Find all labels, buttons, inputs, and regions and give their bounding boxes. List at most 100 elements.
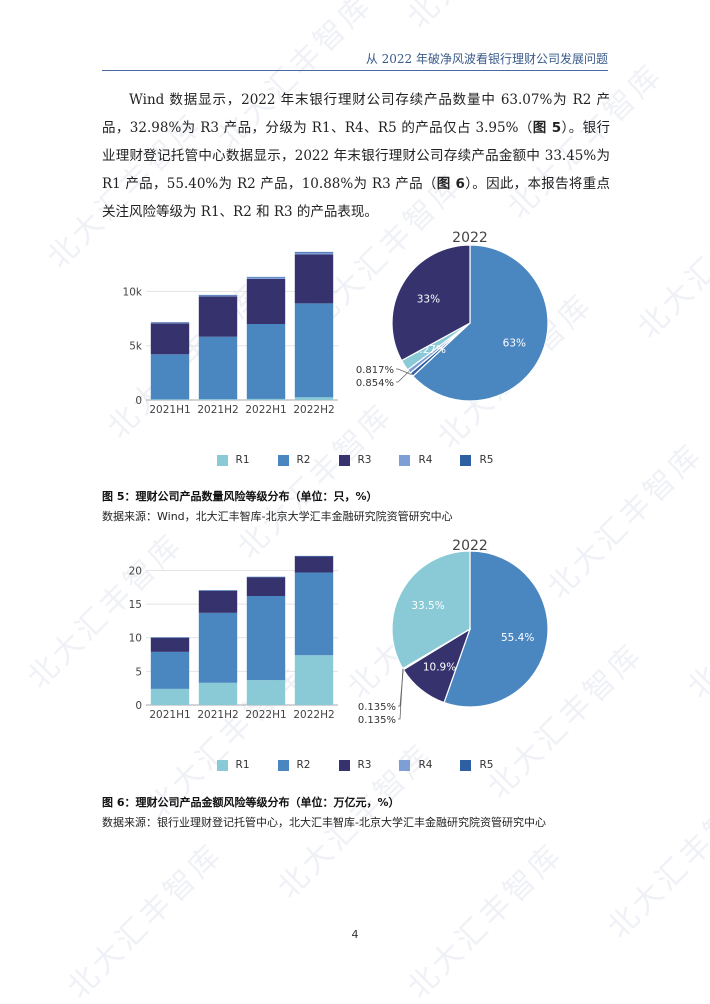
- paragraph-part-3: ）。因此，本报告将重点关注风险等级为 R1、R2 和 R3 的产品表现。: [102, 176, 611, 220]
- x-tick-label: 2021H2: [197, 404, 238, 416]
- x-tick-label: 2022H2: [293, 709, 334, 721]
- x-tick-label: 2021H1: [149, 404, 190, 416]
- watermark-text: 北大汇丰智库: [631, 177, 710, 346]
- legend-label: R4: [418, 759, 433, 771]
- bar-segment-r5: [294, 555, 334, 557]
- figure-5-legend: R1 R2 R3 R4 R5: [130, 454, 580, 466]
- bar-segment-r2: [246, 596, 286, 681]
- y-tick-label: 20: [129, 565, 142, 577]
- legend-label: R1: [235, 454, 250, 466]
- legend-swatch: [460, 759, 472, 771]
- figure-5-reference: 图 5: [532, 120, 562, 136]
- figure-5-caption: 图 5：理财公司产品数量风险等级分布（单位：只，%）: [102, 490, 378, 503]
- bar-segment-r3: [294, 556, 334, 573]
- legend-label: R3: [357, 759, 372, 771]
- bar-segment-r5: [150, 637, 190, 638]
- bar-segment-r5: [246, 576, 286, 578]
- pie-slice-r3: [391, 244, 471, 362]
- legend-item-r5: R5: [460, 454, 493, 466]
- pie-leader-line: [396, 371, 410, 383]
- y-tick-label: 10k: [123, 286, 143, 298]
- figure-6-reference: 图 6: [436, 176, 465, 192]
- pie-data-label: 0.135%: [358, 702, 396, 713]
- legend-item-r4: R4: [399, 759, 432, 771]
- pie-slice-r1: [391, 550, 471, 670]
- bar-segment-r1: [150, 399, 190, 400]
- bar-segment-r2: [246, 324, 286, 399]
- paragraph-part-1: Wind 数据显示，2022 年末银行理财公司存续产品数量中 63.07%为 R…: [102, 92, 610, 136]
- pie-data-label: 33%: [417, 293, 440, 305]
- pie-title: 2022: [452, 538, 488, 554]
- figure-5-bar-chart: 0 5k 10k 2021H1 2021H2 2022H1 2022H2: [123, 251, 338, 416]
- bar-segment-r4: [294, 252, 334, 255]
- figure-6-source: 数据来源：银行业理财登记托管中心，北大汇丰智库-北京大学汇丰金融研究院资管研究中…: [102, 816, 546, 829]
- legend-item-r1: R1: [216, 759, 250, 771]
- legend-swatch: [277, 759, 289, 771]
- pie-slice-r2: [412, 244, 549, 402]
- legend-label: R1: [235, 759, 250, 771]
- pie-data-label: 0.854%: [356, 378, 394, 389]
- watermark-text: 北大汇丰智库: [601, 777, 710, 946]
- bar-segment-r5: [246, 276, 286, 278]
- legend-item-r1: R1: [216, 454, 250, 466]
- bar-segment-r1: [294, 397, 334, 400]
- legend-swatch: [399, 759, 411, 771]
- bar-segment-r2: [150, 354, 190, 400]
- y-tick-label: 5: [135, 666, 142, 678]
- bar-segment-r2: [198, 336, 238, 400]
- y-tick-label: 0: [135, 395, 142, 407]
- pie-data-label: 55.4%: [501, 632, 534, 644]
- figure-6-bar-chart: 0 5 10 15 20 2021H1 2021H2 2022H1 2022H2: [129, 555, 338, 721]
- bar-segment-r1: [246, 398, 286, 400]
- bar-segment-r2: [198, 612, 238, 683]
- paragraph-part-2: ）。银行业理财登记托管中心数据显示，2022 年末银行理财公司存续产品金额中 3…: [102, 120, 611, 192]
- pie-data-label: 0.817%: [356, 365, 394, 376]
- legend-swatch: [216, 759, 228, 771]
- bar-segment-r3: [294, 254, 334, 304]
- legend-label: R3: [357, 454, 372, 466]
- bar-segment-r4: [198, 295, 238, 297]
- pie-data-label: 63%: [503, 337, 526, 349]
- legend-swatch: [338, 454, 350, 466]
- legend-item-r2: R2: [277, 759, 311, 771]
- legend-swatch: [460, 454, 472, 466]
- legend-swatch: [216, 454, 228, 466]
- body-paragraph: Wind 数据显示，2022 年末银行理财公司存续产品数量中 63.07%为 R…: [102, 86, 610, 226]
- bar-segment-r2: [150, 651, 190, 689]
- watermark-text: 北大汇丰智库: [61, 837, 230, 1004]
- y-tick-label: 5k: [129, 341, 143, 353]
- pie-title: 2022: [452, 230, 488, 246]
- bar-segment-r5: [294, 251, 334, 253]
- bar-segment-r5: [198, 590, 238, 591]
- legend-swatch: [338, 759, 350, 771]
- x-tick-label: 2021H2: [197, 709, 238, 721]
- bar-segment-r3: [198, 590, 238, 613]
- bar-segment-r1: [198, 682, 238, 705]
- bar-segment-r1: [150, 688, 190, 705]
- legend-label: R5: [479, 759, 494, 771]
- legend-label: R2: [296, 759, 311, 771]
- bar-segment-r1: [246, 680, 286, 705]
- page-number: 4: [351, 928, 359, 941]
- legend-item-r2: R2: [277, 454, 311, 466]
- legend-label: R2: [296, 454, 311, 466]
- figure-6-pie-chart: 2022 55.4% 10.9% 33.5% 0.135% 0.135%: [358, 538, 549, 726]
- bar-segment-r5: [198, 294, 238, 296]
- pie-data-label: 33.5%: [411, 600, 444, 612]
- x-tick-label: 2022H1: [245, 709, 286, 721]
- bar-segment-r3: [246, 577, 286, 597]
- figure-5-source: 数据来源：Wind，北大汇丰智库-北京大学汇丰金融研究院资管研究中心: [102, 510, 453, 523]
- bar-segment-r1: [294, 655, 334, 705]
- bar-segment-r3: [198, 296, 238, 337]
- legend-item-r4: R4: [399, 454, 432, 466]
- bar-segment-r5: [150, 322, 190, 323]
- legend-item-r5: R5: [460, 759, 493, 771]
- pie-leader-line: [398, 668, 404, 720]
- watermark-text: 北大汇丰智库: [681, 537, 710, 706]
- bar-segment-r2: [294, 572, 334, 656]
- legend-item-r3: R3: [338, 454, 372, 466]
- bar-segment-r4: [150, 322, 190, 324]
- header-divider: [102, 70, 608, 71]
- legend-swatch: [277, 454, 289, 466]
